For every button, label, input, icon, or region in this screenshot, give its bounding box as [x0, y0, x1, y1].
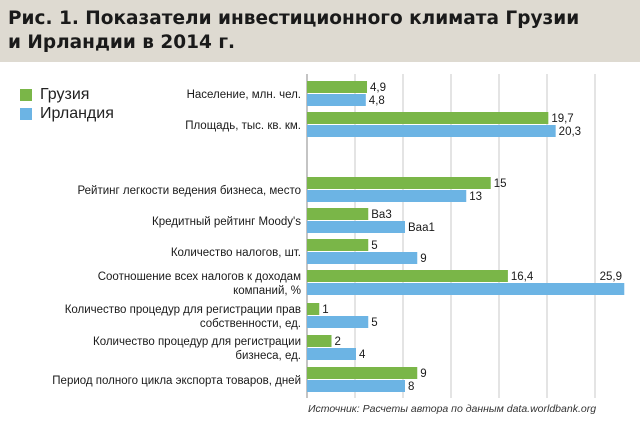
category-label: бизнеса, ед.: [235, 350, 301, 362]
data-label: 2: [335, 336, 341, 348]
category-label: Население, млн. чел.: [187, 89, 301, 101]
legend-label-georgia: Грузия: [40, 86, 90, 103]
data-label: 4: [359, 349, 366, 361]
bar-georgia: [307, 208, 369, 220]
bar-ireland: [307, 348, 356, 360]
bar-ireland: [307, 380, 405, 392]
data-label: 20,3: [559, 126, 581, 138]
data-label: 19,7: [551, 113, 573, 125]
category-label: Соотношение всех налогов к доходам: [98, 271, 301, 283]
bar-ireland: [307, 316, 369, 328]
source-note: Источник: Расчеты автора по данным data.…: [308, 403, 597, 415]
data-label: 16,4: [511, 271, 534, 283]
bar-ireland: [307, 94, 366, 106]
legend-item-ireland: Ирландия: [20, 105, 114, 123]
data-label: 15: [494, 178, 507, 190]
bar-ireland: [307, 125, 556, 137]
bar-georgia: [307, 112, 549, 124]
data-label: 5: [371, 317, 377, 329]
chart-title-line-2: и Ирландии в 2014 г.: [8, 32, 236, 53]
bar-ireland: [307, 283, 625, 295]
data-label: 9: [420, 253, 426, 265]
data-label: 1: [322, 304, 328, 316]
category-label: компаний, %: [233, 285, 301, 297]
legend-label-ireland: Ирландия: [40, 105, 114, 122]
data-label: 5: [371, 240, 377, 252]
data-label: 4,8: [369, 95, 385, 107]
data-label: 25,9: [600, 271, 622, 283]
category-label: Рейтинг легкости ведения бизнеса, место: [78, 185, 302, 197]
data-label: 13: [469, 191, 482, 203]
data-label: 8: [408, 381, 414, 393]
bar-georgia: [307, 270, 508, 282]
data-label: Ba3: [371, 209, 391, 221]
category-label: Кредитный рейтинг Moody's: [152, 216, 301, 228]
category-label: Площадь, тыс. кв. км.: [185, 120, 301, 132]
category-label: Количество налогов, шт.: [171, 247, 301, 259]
bar-ireland: [307, 221, 405, 233]
bar-georgia: [307, 335, 332, 347]
bar-georgia: [307, 303, 320, 315]
data-label: 4,9: [370, 82, 386, 94]
bar-georgia: [307, 367, 418, 379]
legend-item-georgia: Грузия: [20, 86, 89, 104]
data-label: Baa1: [408, 222, 435, 234]
legend-swatch-georgia: [20, 89, 32, 101]
category-label: Количество процедур для регистрации прав: [65, 304, 301, 316]
bar-georgia: [307, 239, 369, 251]
data-label: 9: [420, 368, 426, 380]
bar-georgia: [307, 177, 491, 189]
chart-title-box: Рис. 1. Показатели инвестиционного клима…: [0, 0, 640, 62]
chart-title-line-1: Рис. 1. Показатели инвестиционного клима…: [8, 8, 580, 29]
bar-ireland: [307, 252, 418, 264]
bar-ireland: [307, 190, 467, 202]
category-label: Период полного цикла экспорта товаров, д…: [52, 375, 301, 387]
legend-swatch-ireland: [20, 108, 32, 120]
category-label: собственности, ед.: [200, 318, 301, 330]
bar-georgia: [307, 81, 368, 93]
category-label: Количество процедур для регистрации: [93, 336, 301, 348]
